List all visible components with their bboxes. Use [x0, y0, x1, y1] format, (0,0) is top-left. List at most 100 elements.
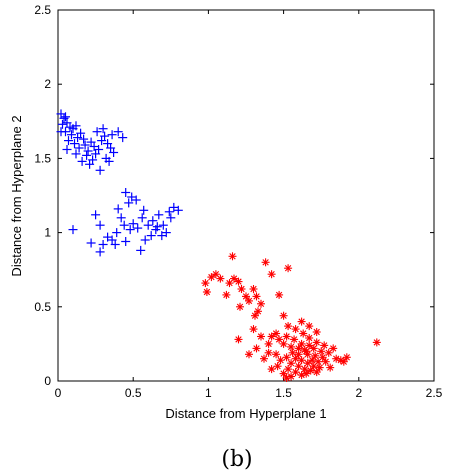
- star-marker: [284, 322, 293, 331]
- star-marker: [294, 350, 303, 359]
- star-marker: [282, 353, 291, 362]
- star-marker: [294, 362, 303, 371]
- figure-caption: (b): [221, 447, 252, 472]
- star-marker: [284, 365, 293, 374]
- star-marker: [315, 363, 324, 372]
- star-marker: [251, 311, 259, 320]
- y-axis-label: Distance from Hyperplane 2: [9, 115, 24, 276]
- plus-marker: [116, 213, 126, 223]
- star-marker: [234, 335, 243, 344]
- y-tick-labels: 0 0.5 1 1.5 2 2.5: [34, 3, 51, 388]
- star-marker: [326, 363, 335, 372]
- star-marker: [297, 356, 306, 365]
- y-tick-label: 0: [44, 374, 51, 388]
- plus-marker: [67, 130, 76, 140]
- plus-marker: [86, 238, 96, 248]
- star-marker: [317, 347, 326, 356]
- star-marker: [305, 322, 314, 331]
- star-marker: [254, 307, 262, 316]
- plus-marker: [146, 231, 156, 241]
- plus-marker: [58, 119, 67, 129]
- plus-marker: [158, 220, 168, 230]
- plus-marker: [92, 127, 102, 137]
- star-marker: [312, 338, 321, 347]
- y-tick-label: 2: [44, 77, 51, 91]
- star-marker: [306, 366, 315, 375]
- star-marker: [264, 348, 273, 357]
- plus-marker: [154, 210, 164, 220]
- plus-marker: [74, 143, 84, 153]
- star-marker: [237, 285, 246, 293]
- plus-marker: [80, 140, 90, 150]
- star-marker: [303, 359, 312, 368]
- plus-marker: [91, 210, 101, 220]
- plus-marker: [121, 237, 131, 246]
- star-marker: [273, 362, 282, 371]
- plus-marker: [71, 121, 81, 131]
- star-marker: [318, 353, 327, 362]
- star-marker: [272, 329, 281, 338]
- plus-marker: [71, 149, 81, 159]
- star-marker: [300, 345, 309, 354]
- plus-marker: [112, 228, 122, 238]
- star-marker: [275, 290, 284, 299]
- star-marker: [222, 290, 231, 299]
- star-marker: [297, 371, 306, 380]
- x-tick-label: 2.5: [426, 386, 443, 400]
- plus-marker: [64, 136, 73, 146]
- plus-marker: [124, 198, 134, 208]
- x-tick-labels: 0 0.5 1 1.5 2 2.5: [55, 386, 443, 400]
- plus-marker: [95, 220, 105, 230]
- plus-marker: [107, 130, 117, 140]
- star-marker: [329, 344, 338, 353]
- plus-marker: [118, 133, 128, 143]
- star-marker: [264, 339, 273, 348]
- plus-marker: [61, 112, 70, 122]
- plus-marker: [173, 205, 183, 215]
- plus-marker: [104, 156, 114, 166]
- y-tick-label: 2.5: [34, 3, 51, 17]
- x-tick-label: 0.5: [125, 386, 142, 400]
- star-marker: [297, 339, 306, 348]
- star-marker: [299, 329, 308, 338]
- plus-marker: [113, 204, 123, 214]
- plus-marker: [68, 225, 78, 235]
- star-marker: [303, 350, 312, 359]
- plus-marker: [166, 213, 176, 223]
- star-marker: [249, 285, 258, 293]
- y-tick-label: 1.5: [34, 151, 51, 165]
- star-marker: [321, 357, 330, 366]
- plus-marker: [94, 145, 104, 154]
- axis-ticks: [57, 9, 435, 382]
- star-marker: [257, 332, 265, 341]
- plus-marker: [77, 156, 87, 166]
- plus-marker: [62, 145, 72, 154]
- plus-marker: [136, 245, 146, 255]
- star-marker: [288, 348, 297, 357]
- plus-marker: [139, 205, 149, 215]
- star-marker: [225, 279, 234, 288]
- plus-marker: [140, 235, 150, 245]
- star-marker: [272, 350, 281, 359]
- star-marker: [230, 274, 238, 283]
- star-marker: [284, 264, 293, 273]
- star-marker: [207, 273, 216, 282]
- star-marker: [282, 374, 291, 382]
- x-tick-label: 1: [205, 386, 212, 400]
- star-marker: [202, 288, 211, 296]
- star-marker: [320, 341, 329, 350]
- plus-marker: [76, 128, 86, 138]
- plus-marker: [83, 146, 93, 156]
- plus-marker: [143, 220, 153, 230]
- plus-marker: [131, 195, 141, 205]
- plus-marker: [119, 220, 129, 230]
- star-marker: [245, 296, 253, 305]
- data-points: [56, 109, 381, 382]
- plus-marker: [70, 139, 79, 149]
- plus-marker: [85, 159, 95, 169]
- star-marker: [309, 344, 318, 353]
- star-marker: [242, 292, 250, 301]
- plus-marker: [100, 131, 110, 141]
- plus-marker: [164, 207, 174, 217]
- plus-marker: [125, 225, 135, 235]
